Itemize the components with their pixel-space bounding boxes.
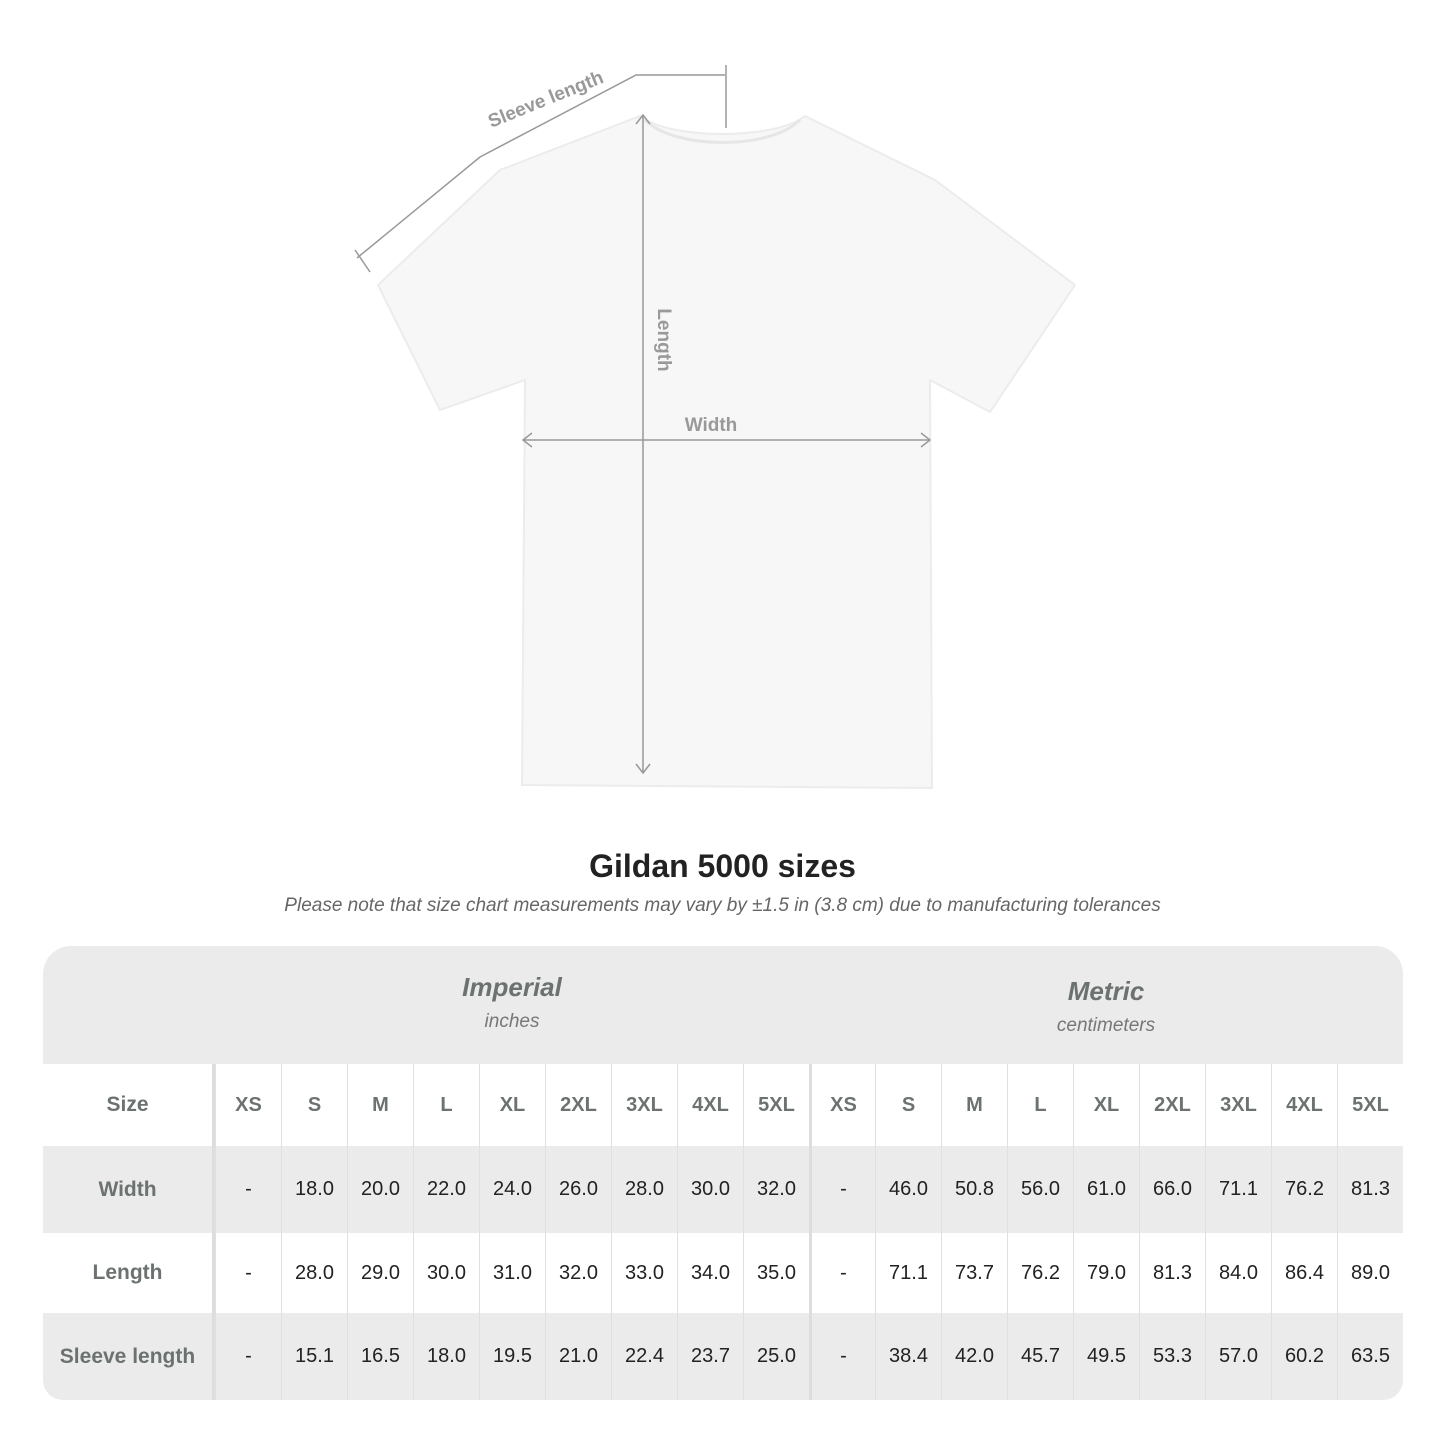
row-label: Width	[43, 1146, 215, 1233]
table-row: Width -18.0 20.0 22.0 24.0 26.0 28.0 30.0 32.0-4…	[43, 1146, 1403, 1233]
metric-header: Metric centimeters	[809, 976, 1403, 1037]
page-title: Gildan 5000 sizes	[589, 848, 856, 884]
tshirt-image	[376, 114, 1077, 790]
metric-title: Metric	[1067, 976, 1145, 1006]
metric-value-cell: 61.0	[1073, 1146, 1139, 1233]
imperial-value-cell: 20.0	[347, 1146, 413, 1233]
metric-value-cell: 60.2	[1271, 1313, 1337, 1400]
metric-value-cell: 49.5	[1073, 1313, 1139, 1400]
imperial-value-cell: 30.0	[413, 1233, 479, 1313]
size-header-cell: 3XL	[611, 1064, 677, 1146]
length-label: Length	[653, 308, 674, 371]
size-header-cell: XS	[215, 1064, 281, 1146]
imperial-value-cell: 22.0	[413, 1146, 479, 1233]
metric-value-cell: 53.3	[1139, 1313, 1205, 1400]
imperial-value-cell: 24.0	[479, 1146, 545, 1233]
imperial-value-cell: 35.0	[743, 1233, 809, 1313]
imperial-value-cell: 32.0	[743, 1146, 809, 1233]
row-label: Sleeve length	[43, 1313, 215, 1400]
imperial-value-cell: 22.4	[611, 1313, 677, 1400]
size-header-cell: L	[413, 1064, 479, 1146]
imperial-title: Imperial	[462, 972, 562, 1002]
imperial-value-cell: 28.0	[611, 1146, 677, 1233]
metric-value-cell: 79.0	[1073, 1233, 1139, 1313]
metric-value-cell: 76.2	[1271, 1146, 1337, 1233]
size-header-cell: 3XL	[1205, 1064, 1271, 1146]
imperial-value-cell: 29.0	[347, 1233, 413, 1313]
metric-value-cell: 57.0	[1205, 1313, 1271, 1400]
size-header-cell: L	[1007, 1064, 1073, 1146]
size-header-cell: S	[281, 1064, 347, 1146]
metric-value-cell: 81.3	[1139, 1233, 1205, 1313]
imperial-value-cell: 16.5	[347, 1313, 413, 1400]
size-header-cell: 5XL	[743, 1064, 809, 1146]
measure-lines	[354, 65, 932, 775]
metric-value-cell: 63.5	[1337, 1313, 1403, 1400]
imperial-value-cell: 26.0	[545, 1146, 611, 1233]
size-header-cell: 4XL	[1271, 1064, 1337, 1146]
size-table: Imperial inches Metric centimeters Size X…	[43, 946, 1403, 1400]
size-header-cell: XL	[1073, 1064, 1139, 1146]
metric-value-cell: 73.7	[941, 1233, 1007, 1313]
metric-value-cell: 46.0	[875, 1146, 941, 1233]
imperial-value-cell: 28.0	[281, 1233, 347, 1313]
size-header-cell: 2XL	[1139, 1064, 1205, 1146]
metric-value-cell: 76.2	[1007, 1233, 1073, 1313]
size-header-label: Size	[43, 1064, 215, 1146]
imperial-value-cell: -	[215, 1313, 281, 1400]
imperial-value-cell: 18.0	[281, 1146, 347, 1233]
size-header-cell: S	[875, 1064, 941, 1146]
size-header-cell: 5XL	[1337, 1064, 1403, 1146]
metric-value-cell: 38.4	[875, 1313, 941, 1400]
imperial-value-cell: 18.0	[413, 1313, 479, 1400]
imperial-value-cell: 21.0	[545, 1313, 611, 1400]
imperial-value-cell: 23.7	[677, 1313, 743, 1400]
imperial-value-cell: -	[215, 1233, 281, 1313]
metric-value-cell: -	[809, 1313, 875, 1400]
size-header-cell: 4XL	[677, 1064, 743, 1146]
metric-value-cell: 81.3	[1337, 1146, 1403, 1233]
metric-value-cell: 66.0	[1139, 1146, 1205, 1233]
table-row: Sleeve length -15.1 16.5 18.0 19.5 21.0 22.4 23…	[43, 1313, 1403, 1400]
table-row: Length -28.0 29.0 30.0 31.0 32.0 33.0 34.0 35.0-…	[43, 1233, 1403, 1313]
metric-value-cell: 56.0	[1007, 1146, 1073, 1233]
unit-header: Imperial inches Metric centimeters	[43, 946, 1403, 1064]
metric-value-cell: -	[809, 1146, 875, 1233]
metric-value-cell: 86.4	[1271, 1233, 1337, 1313]
metric-value-cell: 42.0	[941, 1313, 1007, 1400]
imperial-value-cell: 25.0	[743, 1313, 809, 1400]
tolerance-note: Please note that size chart measurements…	[284, 895, 1161, 916]
imperial-unit: inches	[484, 1011, 540, 1032]
metric-value-cell: 84.0	[1205, 1233, 1271, 1313]
metric-value-cell: 89.0	[1337, 1233, 1403, 1313]
metric-value-cell: 71.1	[1205, 1146, 1271, 1233]
tshirt-diagram: Sleeve length Length Width	[354, 65, 1077, 790]
imperial-value-cell: 19.5	[479, 1313, 545, 1400]
imperial-value-cell: -	[215, 1146, 281, 1233]
size-header-cell: M	[941, 1064, 1007, 1146]
imperial-value-cell: 32.0	[545, 1233, 611, 1313]
metric-value-cell: 45.7	[1007, 1313, 1073, 1400]
size-header-cell: 2XL	[545, 1064, 611, 1146]
metric-value-cell: -	[809, 1233, 875, 1313]
metric-unit: centimeters	[1056, 1015, 1156, 1036]
imperial-value-cell: 15.1	[281, 1313, 347, 1400]
imperial-value-cell: 34.0	[677, 1233, 743, 1313]
imperial-value-cell: 31.0	[479, 1233, 545, 1313]
metric-value-cell: 71.1	[875, 1233, 941, 1313]
imperial-header: Imperial inches	[215, 972, 809, 1033]
size-header-row: Size XS S M L XL 2XL 3XL 4XL 5XL XS S M L XL 2XL 3XL 4XL 5…	[43, 1064, 1403, 1146]
size-header-cell: XL	[479, 1064, 545, 1146]
collar	[643, 118, 802, 144]
row-label: Length	[43, 1233, 215, 1313]
size-header-cell: M	[347, 1064, 413, 1146]
imperial-value-cell: 30.0	[677, 1146, 743, 1233]
size-header-cell: XS	[809, 1064, 875, 1146]
width-label: Width	[685, 415, 738, 436]
imperial-value-cell: 33.0	[611, 1233, 677, 1313]
metric-value-cell: 50.8	[941, 1146, 1007, 1233]
